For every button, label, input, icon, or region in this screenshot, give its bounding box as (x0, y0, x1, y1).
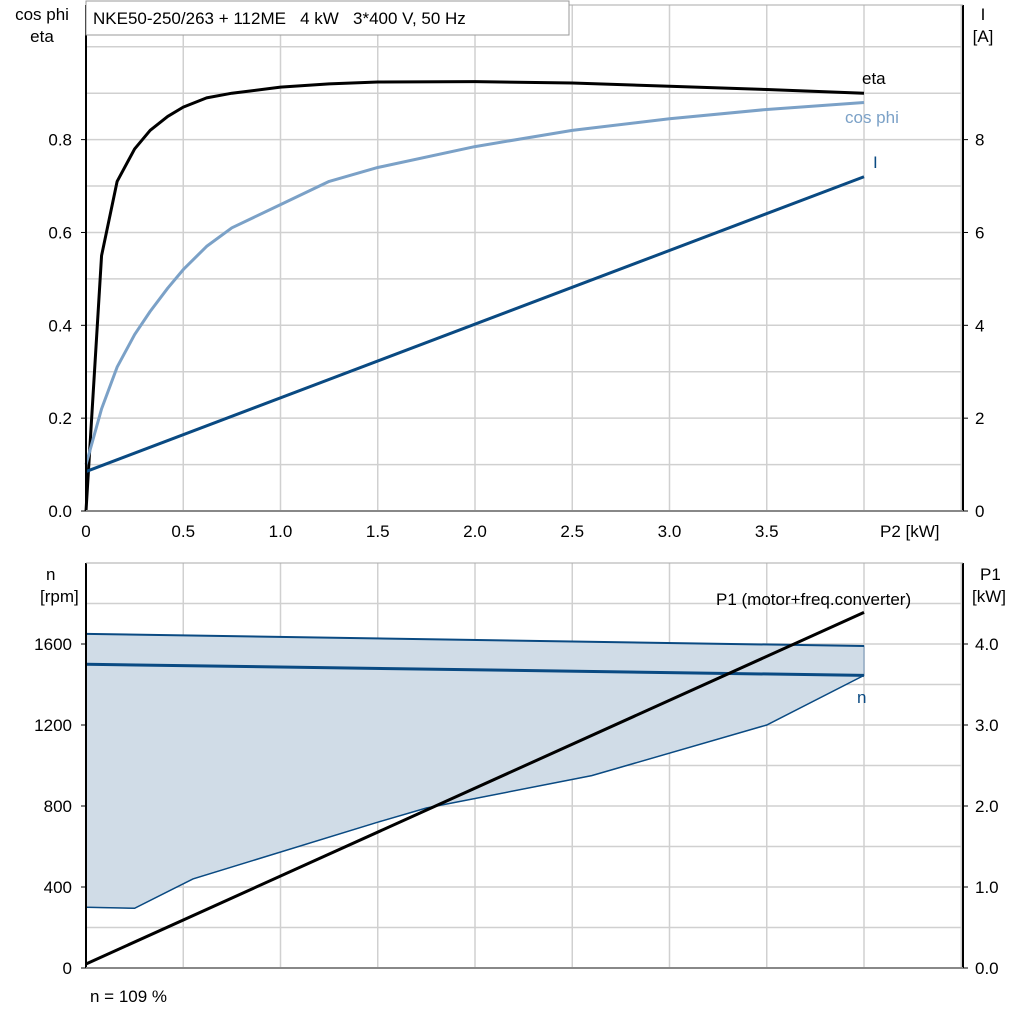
y-tick-left: 400 (44, 878, 72, 897)
series-eta-line (84, 80, 865, 512)
y-tick-left: 0.2 (48, 409, 72, 428)
series-label-cos-phi: cos phi (845, 108, 899, 127)
series-p1-line (85, 611, 865, 966)
series-label-n: n (857, 688, 866, 707)
chart-title: NKE50-250/263 + 112ME 4 kW 3*400 V, 50 H… (93, 9, 466, 28)
x-tick: 3.5 (755, 522, 779, 541)
footnote: n = 109 % (90, 987, 167, 1006)
x-tick: 1.5 (366, 522, 390, 541)
x-tick: 0.5 (171, 522, 195, 541)
title-box (85, 0, 570, 36)
y-tick-left: 0.4 (48, 316, 72, 335)
y-right-label-2: [A] (973, 27, 994, 46)
x-tick: 2.5 (560, 522, 584, 541)
y-tick-left: 1600 (34, 635, 72, 654)
y-left-label-1: cos phi (15, 5, 69, 24)
y-tick-left: 0 (63, 959, 72, 978)
speed-max-line (85, 632, 865, 648)
series-label-p1: P1 (motor+freq.converter) (716, 590, 911, 609)
y-tick-right: 0 (975, 502, 984, 521)
y2-left-label-2: [rpm] (40, 587, 79, 606)
x-tick: 2.0 (463, 522, 487, 541)
y-tick-right: 3.0 (975, 716, 999, 735)
series-i-line (85, 175, 865, 473)
y-tick-left: 800 (44, 797, 72, 816)
x-tick: 1.0 (269, 522, 293, 541)
y-tick-left: 0.0 (48, 502, 72, 521)
y-tick-right: 6 (975, 223, 984, 242)
x-tick: 0 (81, 522, 90, 541)
y-tick-right: 0.0 (975, 959, 999, 978)
speed-min-line (85, 674, 865, 910)
y-tick-left: 0.6 (48, 223, 72, 242)
x-axis-label: P2 [kW] (880, 522, 940, 541)
series-cos-line (84, 100, 865, 465)
y-tick-left: 1200 (34, 716, 72, 735)
y2-right-label-1: P1 (980, 565, 1001, 584)
series-label-i: I (873, 153, 878, 172)
y2-right-label-2: [kW] (972, 587, 1006, 606)
y-tick-right: 1.0 (975, 878, 999, 897)
x-tick: 3.0 (658, 522, 682, 541)
series-lines (84, 80, 865, 966)
y-tick-right: 4.0 (975, 635, 999, 654)
y-tick-right: 4 (975, 316, 984, 335)
y-tick-left: 0.8 (48, 131, 72, 150)
y-tick-right: 2.0 (975, 797, 999, 816)
series-label-eta: eta (862, 69, 886, 88)
tick-labels: 0.0 0.2 0.4 0.6 0.8 0 2 4 6 8 0 0.5 1.0 1.5 2.0 2.5 3.0 3… (34, 131, 998, 978)
series-n-line (85, 662, 865, 677)
y-right-label-1: I (981, 5, 986, 24)
y-tick-right: 2 (975, 409, 984, 428)
y-left-label-2: eta (30, 27, 54, 46)
y-tick-right: 8 (975, 131, 984, 150)
y2-left-label-1: n (46, 565, 55, 584)
